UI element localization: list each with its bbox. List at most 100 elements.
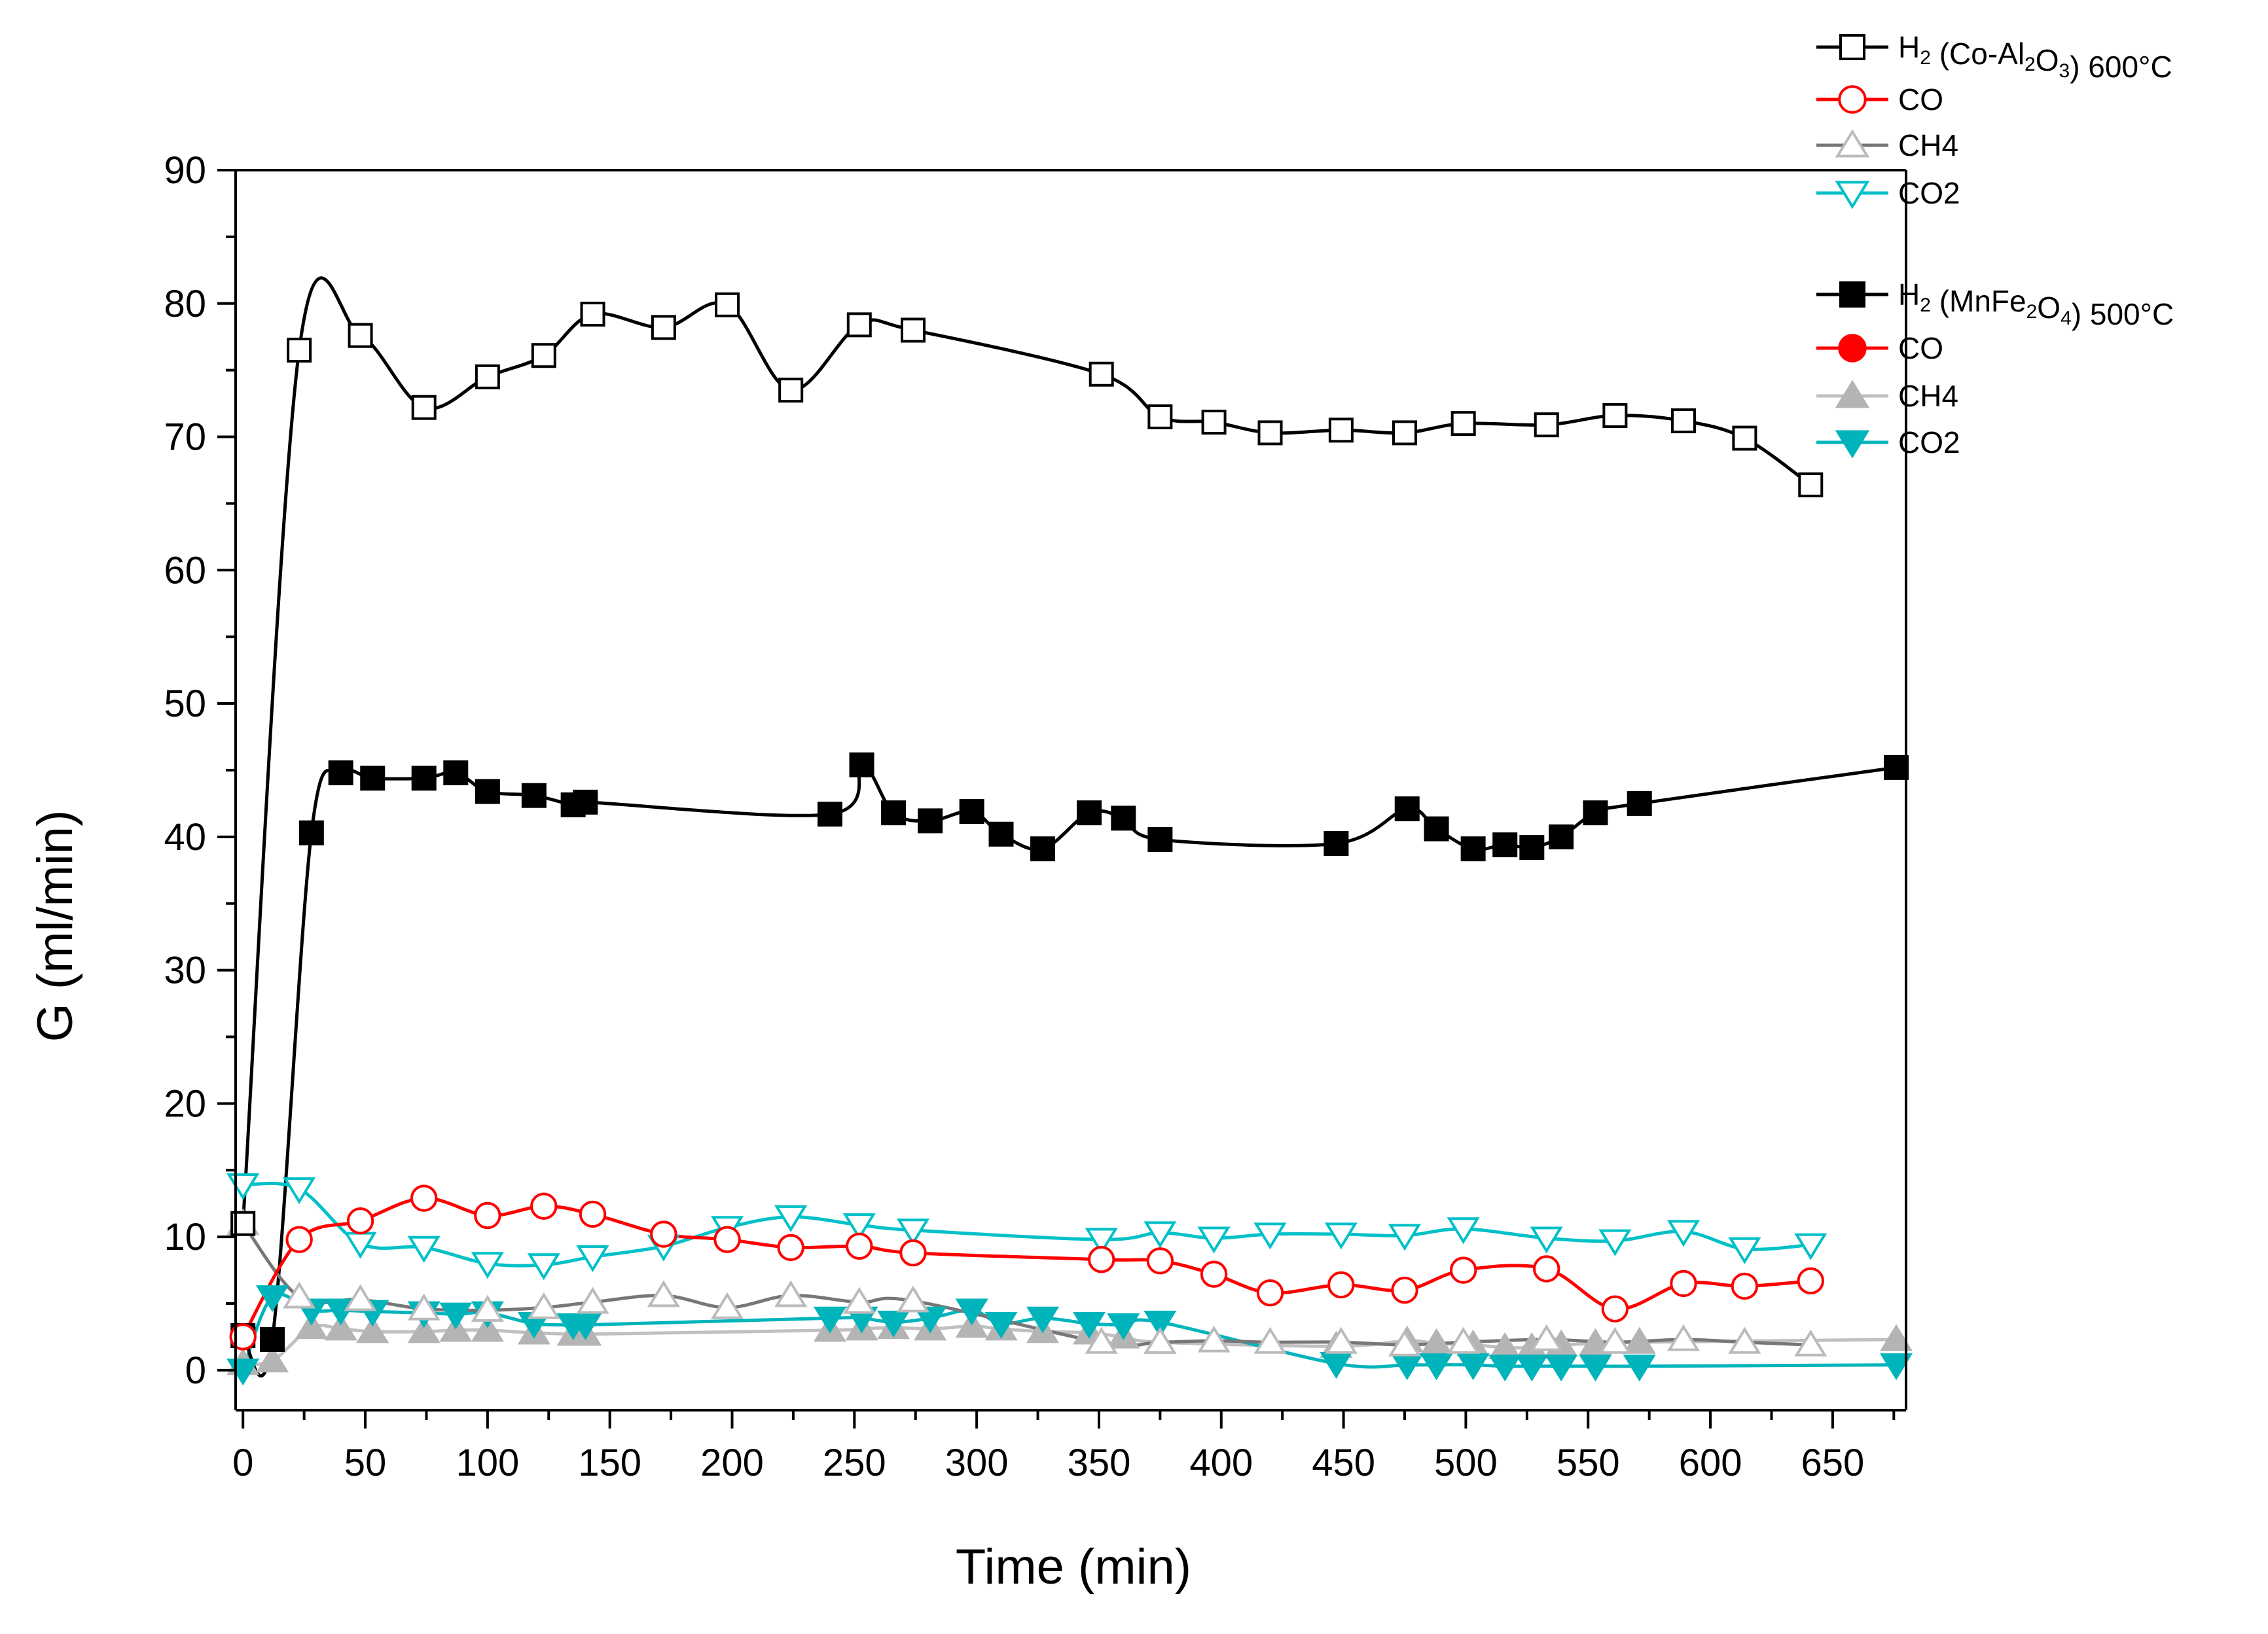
data-point-s6-5 [407, 1316, 441, 1343]
y-axis-title: G (ml/min) [27, 810, 83, 1042]
legend-text-part: ) 500°C [2072, 297, 2174, 331]
data-point-s1-22 [1731, 1272, 1759, 1300]
data-point-s7-19 [1107, 1313, 1140, 1340]
y-tick-label: 30 [164, 950, 206, 992]
legend-text-part: H [1898, 30, 1920, 64]
data-point-s0-18 [1450, 411, 1476, 436]
data-point-s3-16 [1324, 1222, 1358, 1250]
data-point-s3-20 [1598, 1229, 1632, 1256]
data-point-s1-1 [285, 1226, 313, 1253]
data-point-s6-1 [255, 1345, 289, 1373]
data-point-s2-16 [1324, 1326, 1358, 1354]
data-point-s4-17 [1030, 836, 1056, 862]
legend-swatch-marker [1835, 181, 1870, 209]
x-tick-label: 600 [1679, 1442, 1742, 1484]
data-point-s4-25 [1492, 832, 1518, 858]
data-point-s3-3 [407, 1235, 441, 1263]
y-tick-label: 50 [164, 683, 206, 725]
x-tick-label: 300 [945, 1442, 1009, 1484]
data-point-s7-30 [1879, 1353, 1913, 1381]
data-point-s2-20 [1598, 1326, 1632, 1354]
x-tick-label: 200 [700, 1442, 764, 1484]
data-point-s6-29 [1623, 1326, 1656, 1354]
data-point-s1-21 [1670, 1270, 1697, 1298]
data-point-s1-9 [777, 1234, 804, 1262]
data-point-s2-14 [1197, 1325, 1231, 1353]
data-point-s2-2 [344, 1284, 377, 1311]
legend-swatch-marker [1835, 129, 1870, 158]
data-point-s4-19 [1111, 806, 1136, 831]
data-point-s2-8 [710, 1292, 744, 1319]
legend-text-part: (MnFe [1931, 284, 2026, 318]
data-point-s4-3 [328, 760, 353, 786]
data-point-s4-20 [1147, 826, 1173, 852]
data-point-s2-7 [647, 1280, 680, 1307]
legend-subscript: 3 [2059, 60, 2070, 82]
x-axis-title: Time (min) [956, 1539, 1191, 1595]
data-point-s7-29 [1623, 1355, 1656, 1382]
data-point-s0-10 [846, 312, 872, 338]
legend-text-part: CH4 [1898, 379, 1958, 413]
data-point-s0-22 [1732, 425, 1757, 451]
data-point-s0-15 [1257, 420, 1283, 446]
data-point-s7-6 [439, 1302, 473, 1330]
data-point-s3-13 [1143, 1221, 1177, 1249]
legend-subscript: 2 [1920, 47, 1931, 69]
x-tick-label: 350 [1068, 1442, 1131, 1484]
data-point-s0-9 [778, 378, 804, 403]
y-tick-label: 40 [164, 816, 206, 859]
data-point-s1-23 [1797, 1267, 1824, 1295]
x-tick-label: 50 [344, 1442, 387, 1484]
data-point-s1-13 [1146, 1247, 1174, 1275]
legend-text-part: CO2 [1898, 176, 1960, 210]
data-point-s1-19 [1533, 1255, 1560, 1283]
data-point-s2-22 [1728, 1326, 1761, 1354]
data-point-s4-14 [918, 808, 943, 834]
legend-label: CO [1898, 82, 1943, 116]
data-point-s6-4 [356, 1316, 389, 1343]
legend-text-part: ) 600°C [2070, 50, 2172, 84]
data-point-s0-3 [411, 395, 437, 420]
data-point-s0-21 [1670, 408, 1696, 434]
y-tick-label: 60 [164, 549, 206, 592]
data-point-s7-14 [914, 1306, 947, 1334]
data-point-s0-4 [475, 364, 500, 389]
data-point-s2-3 [407, 1293, 441, 1321]
data-point-s6-30 [1879, 1324, 1913, 1351]
x-tick-label: 100 [456, 1442, 519, 1484]
data-point-s3-22 [1728, 1237, 1761, 1264]
data-point-s4-15 [959, 799, 984, 825]
legend-label: CO2 [1898, 176, 1960, 210]
plot-layer [226, 276, 1913, 1386]
y-tick-label: 80 [164, 283, 206, 325]
x-tick-label: 450 [1312, 1442, 1375, 1484]
data-point-s1-10 [846, 1232, 873, 1260]
data-point-s4-26 [1519, 835, 1545, 861]
legend-label: CO [1898, 331, 1943, 365]
data-point-s2-12 [1085, 1326, 1118, 1354]
legend-subscript: 2 [2025, 54, 2036, 75]
data-point-s7-27 [1545, 1355, 1578, 1382]
data-point-s7-11 [813, 1306, 847, 1334]
data-point-s7-18 [1072, 1311, 1106, 1339]
data-point-s7-28 [1579, 1355, 1612, 1382]
data-point-s1-16 [1327, 1271, 1355, 1299]
data-point-s1-18 [1450, 1256, 1477, 1284]
data-point-s3-11 [896, 1218, 930, 1246]
data-point-s7-26 [1515, 1355, 1549, 1382]
data-point-s7-16 [984, 1311, 1018, 1339]
data-point-s4-4 [360, 766, 386, 791]
data-point-s4-16 [988, 821, 1014, 847]
y-tick-label: 0 [185, 1349, 206, 1392]
legend-subscript: 2 [2026, 301, 2038, 323]
data-point-s6-7 [471, 1315, 504, 1342]
data-point-s2-17 [1388, 1329, 1422, 1357]
data-point-s7-17 [1026, 1306, 1060, 1334]
data-point-s1-7 [650, 1220, 677, 1248]
data-point-s3-12 [1085, 1228, 1118, 1255]
data-point-s4-22 [1394, 796, 1420, 822]
data-point-s0-8 [715, 292, 740, 317]
legend-entry: H2 (Co-Al2O3) 600°C [1816, 30, 2172, 84]
data-point-s3-19 [1530, 1226, 1563, 1254]
